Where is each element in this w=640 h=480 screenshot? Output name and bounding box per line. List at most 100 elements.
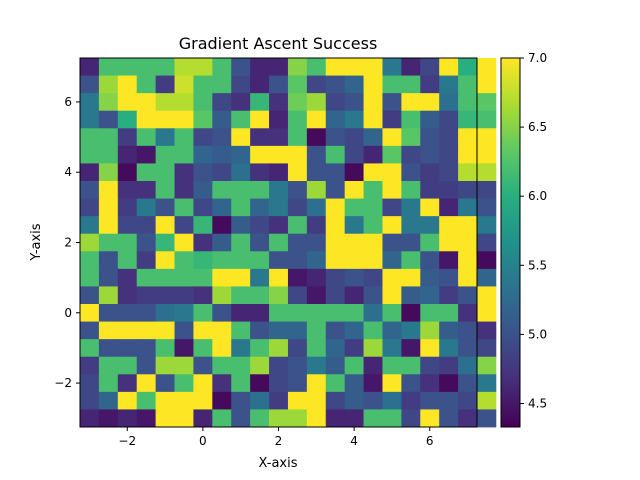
heatmap-cell: [231, 110, 251, 129]
heatmap-cell: [212, 128, 232, 147]
heatmap-cell: [98, 374, 119, 393]
colorbar-tick-label: 7.0: [528, 51, 547, 65]
heatmap-cell: [420, 93, 440, 112]
heatmap-cell: [136, 128, 157, 147]
heatmap-cell: [117, 233, 138, 252]
heatmap-cell: [439, 145, 459, 164]
heatmap-cell: [231, 356, 251, 375]
heatmap-cell: [136, 198, 157, 217]
heatmap-cell: [382, 198, 402, 217]
heatmap-cell: [231, 251, 251, 270]
heatmap-cell: [439, 268, 459, 287]
heatmap-cell: [325, 304, 346, 322]
heatmap-cell: [250, 286, 270, 305]
heatmap-cell: [155, 75, 175, 94]
heatmap-cell: [458, 110, 478, 129]
heatmap-cell: [458, 75, 478, 94]
heatmap-cell: [458, 216, 478, 235]
x-axis-label: X-axis: [259, 456, 298, 471]
heatmap-cell: [269, 110, 289, 129]
heatmap-cell: [155, 356, 175, 375]
heatmap-cell: [117, 181, 138, 199]
heatmap-cell: [306, 75, 327, 94]
heatmap-cell: [269, 128, 289, 147]
heatmap-cell: [155, 391, 175, 410]
heatmap-cell: [363, 409, 383, 428]
heatmap-cell: [287, 75, 308, 94]
heatmap-cell: [250, 304, 270, 322]
heatmap-cell: [382, 339, 402, 358]
heatmap-cell: [344, 163, 364, 182]
heatmap-cell: [287, 409, 308, 428]
heatmap-cell: [344, 251, 364, 270]
heatmap-cell: [80, 93, 100, 112]
heatmap-cell: [363, 251, 383, 270]
heatmap-cell: [174, 128, 194, 147]
heatmap-cell: [136, 163, 157, 182]
heatmap-cell: [439, 356, 459, 375]
heatmap-cell: [344, 356, 364, 375]
heatmap-cell: [382, 374, 402, 393]
heatmap-cell: [401, 163, 421, 182]
heatmap-cell: [250, 58, 270, 76]
heatmap-cell: [477, 128, 497, 147]
heatmap-cell: [306, 409, 327, 428]
heatmap-cell: [363, 286, 383, 305]
heatmap-cell: [420, 251, 440, 270]
chart-title: Gradient Ascent Success: [179, 34, 378, 53]
heatmap-cell: [98, 356, 119, 375]
heatmap-cell: [401, 58, 421, 76]
heatmap-cell: [458, 198, 478, 217]
heatmap-cell: [231, 268, 251, 287]
heatmap-cell: [363, 110, 383, 129]
heatmap-cell: [420, 268, 440, 287]
heatmap-cell: [193, 216, 213, 235]
heatmap-cell: [344, 145, 364, 164]
heatmap-cell: [382, 93, 402, 112]
heatmap-cell: [306, 216, 327, 235]
heatmap-cell: [212, 251, 232, 270]
heatmap-cell: [401, 181, 421, 199]
heatmap-cell: [420, 286, 440, 305]
heatmap-cell: [325, 93, 346, 112]
heatmap-cell: [325, 128, 346, 147]
heatmap-cell: [117, 268, 138, 287]
heatmap-cell: [363, 58, 383, 76]
heatmap-cell: [439, 58, 459, 76]
heatmap-cell: [287, 181, 308, 199]
heatmap-cell: [401, 391, 421, 410]
heatmap-cell: [212, 304, 232, 322]
heatmap-cell: [287, 286, 308, 305]
heatmap-cell: [117, 374, 138, 393]
heatmap-cell: [250, 216, 270, 235]
heatmap-cell: [477, 409, 497, 428]
heatmap-cell: [382, 251, 402, 270]
heatmap-cell: [155, 128, 175, 147]
heatmap-cell: [363, 128, 383, 147]
heatmap-cell: [117, 409, 138, 428]
heatmap-cell: [306, 198, 327, 217]
heatmap-cell: [477, 181, 497, 199]
heatmap-cell: [420, 110, 440, 129]
heatmap-cell: [98, 110, 119, 129]
heatmap-cell: [306, 286, 327, 305]
heatmap-cell: [98, 304, 119, 322]
heatmap-cell: [477, 321, 497, 340]
heatmap-cell: [325, 251, 346, 270]
heatmap-cell: [269, 321, 289, 340]
heatmap-cell: [344, 304, 364, 322]
heatmap-cell: [344, 268, 364, 287]
y-tick-label: 6: [64, 95, 72, 109]
heatmap-cell: [250, 93, 270, 112]
heatmap-cell: [155, 286, 175, 305]
heatmap-cell: [250, 251, 270, 270]
heatmap-cell: [306, 251, 327, 270]
heatmap-cell: [80, 145, 100, 164]
heatmap-cell: [193, 128, 213, 147]
heatmap-cell: [458, 233, 478, 252]
y-tick-label: 0: [64, 306, 72, 320]
heatmap-cell: [250, 356, 270, 375]
heatmap-cell: [306, 321, 327, 340]
heatmap-cell: [420, 216, 440, 235]
heatmap-cell: [287, 58, 308, 76]
